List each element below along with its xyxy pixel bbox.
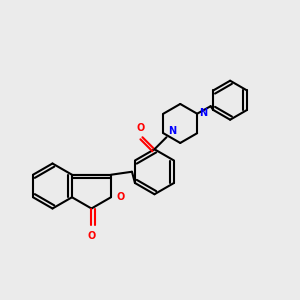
Text: O: O — [87, 231, 96, 241]
Text: N: N — [199, 107, 207, 118]
Text: N: N — [168, 126, 176, 136]
Text: O: O — [137, 123, 145, 133]
Text: O: O — [116, 192, 124, 202]
